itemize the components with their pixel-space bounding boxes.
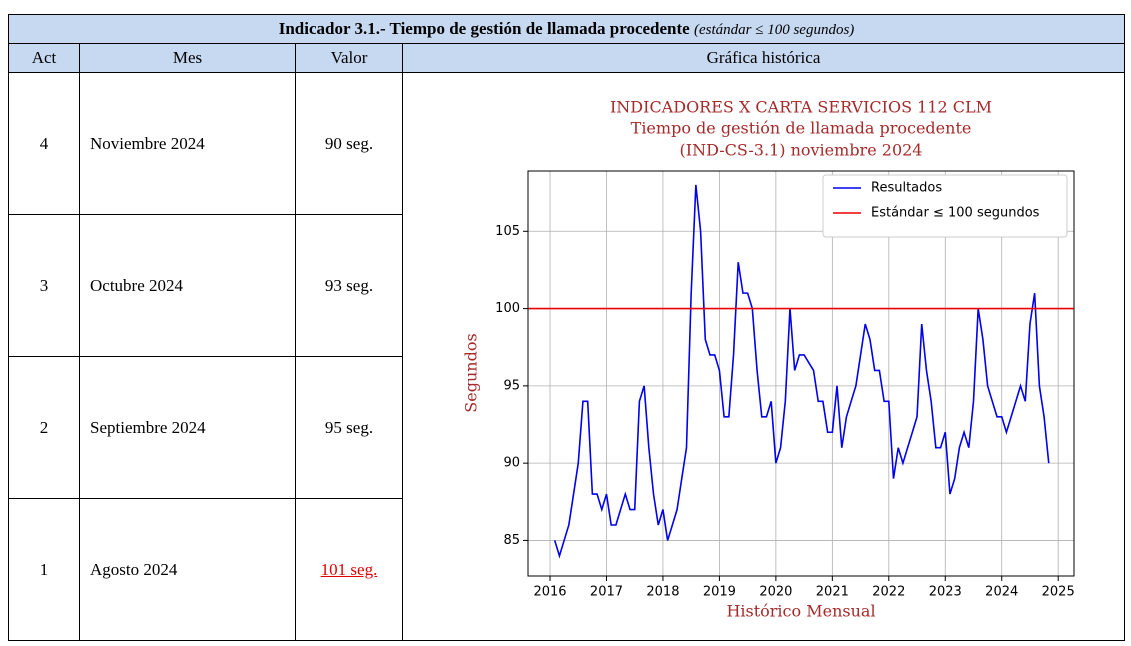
cell: 3	[8, 214, 80, 357]
x-tick-label: 2020	[759, 585, 792, 600]
plot-frame	[527, 170, 1075, 577]
cell: 1	[8, 498, 80, 641]
cell: Octubre 2024	[79, 214, 296, 357]
y-tick-label: 100	[495, 301, 520, 316]
cell: 101 seg.	[295, 498, 403, 641]
title-text: Indicador 3.1.- Tiempo de gestión de lla…	[278, 19, 690, 38]
cell-value: 101 seg.	[320, 559, 378, 579]
x-axis-label: Histórico Mensual	[726, 602, 875, 621]
legend-label: Resultados	[871, 181, 942, 196]
x-tick-label: 2021	[816, 585, 849, 600]
y-tick-label: 90	[503, 456, 520, 471]
x-tick-label: 2019	[703, 585, 736, 600]
y-axis-label: Segundos	[462, 333, 481, 412]
x-tick-label: 2025	[1042, 585, 1075, 600]
cell: Agosto 2024	[79, 498, 296, 641]
x-tick-label: 2022	[872, 585, 905, 600]
y-tick-label: 105	[495, 224, 520, 239]
x-tick-label: 2024	[985, 585, 1018, 600]
header-cell: Act	[8, 43, 80, 73]
legend-box	[822, 174, 1068, 238]
header-cell: Mes	[79, 43, 296, 73]
title-note: (estándar ≤ 100 segundos)	[693, 22, 855, 38]
x-tick-label: 2017	[590, 585, 623, 600]
table-title: Indicador 3.1.- Tiempo de gestión de lla…	[8, 14, 1125, 44]
legend-label: Estándar ≤ 100 segundos	[871, 206, 1040, 221]
cell: Noviembre 2024	[79, 72, 296, 215]
y-tick-label: 85	[503, 533, 520, 548]
plot-background	[528, 171, 1074, 576]
x-tick-label: 2018	[646, 585, 679, 600]
x-tick-label: 2016	[533, 585, 566, 600]
chart: INDICADORES X CARTA SERVICIOS 112 CLM Ti…	[462, 98, 1075, 621]
series-line	[553, 184, 1050, 559]
cell: Septiembre 2024	[79, 356, 296, 499]
header-cell: Gráfica histórica	[402, 43, 1125, 73]
cell: 2	[8, 356, 80, 499]
cell: 95 seg.	[295, 356, 403, 499]
cell: 93 seg.	[295, 214, 403, 357]
chart-title: INDICADORES X CARTA SERVICIOS 112 CLM	[610, 98, 992, 117]
y-tick-label: 95	[503, 378, 520, 393]
x-tick-label: 2023	[929, 585, 962, 600]
chart-title: Tiempo de gestión de llamada procedente	[631, 119, 972, 138]
cell: 4	[8, 72, 80, 215]
chart-title: (IND-CS-3.1) noviembre 2024	[680, 141, 923, 160]
header-cell: Valor	[295, 43, 403, 73]
cell: 90 seg.	[295, 72, 403, 215]
